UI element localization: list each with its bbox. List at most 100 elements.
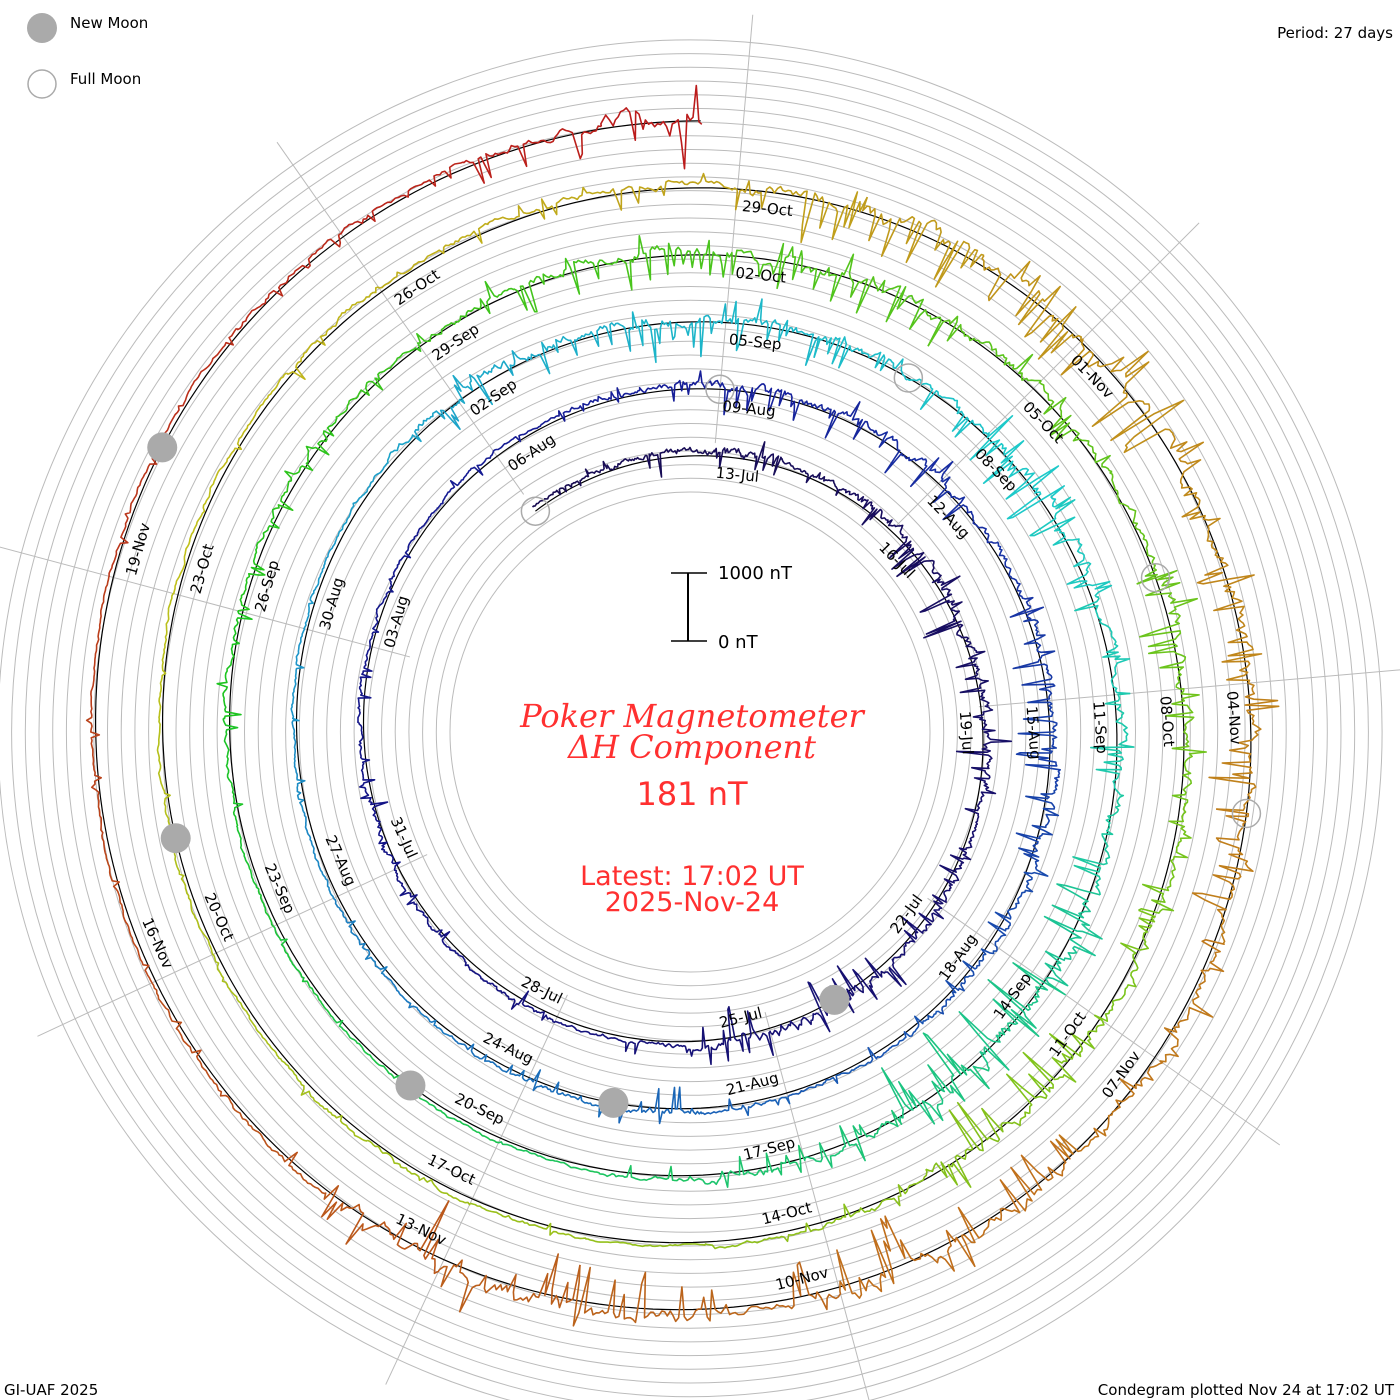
grid-circle xyxy=(202,244,1178,1220)
trace-day-segment xyxy=(803,1109,903,1168)
trace-day-segment xyxy=(539,322,632,375)
date-label: 07-Nov xyxy=(1098,1047,1144,1101)
trace-day-segment xyxy=(955,705,1013,777)
grid-circle xyxy=(230,272,1150,1192)
trace-day-segment xyxy=(939,945,998,1015)
trace-day-segment xyxy=(487,186,612,225)
grid-circle xyxy=(65,107,1315,1357)
trace-day-segment xyxy=(340,161,464,235)
full-moon-legend-label: Full Moon xyxy=(70,70,141,88)
grid-spoke xyxy=(385,994,568,1385)
trace-day-segment xyxy=(358,722,376,800)
trace-day-segment xyxy=(889,524,942,580)
grid-circle xyxy=(381,423,999,1041)
grid-circle xyxy=(107,149,1273,1315)
trace-day-segment xyxy=(964,775,997,844)
trace-day-segment xyxy=(492,410,566,452)
new-moon-legend-label: New Moon xyxy=(70,14,148,32)
footer-credit: GI-UAF 2025 xyxy=(4,1381,98,1399)
trace-day-segment xyxy=(1015,701,1061,787)
grid-spoke xyxy=(714,14,754,444)
trace-day-segment xyxy=(841,253,942,347)
trace-day-segment xyxy=(1159,939,1225,1063)
trace-day-segment xyxy=(779,456,839,496)
trace-day-segment xyxy=(958,962,1066,1071)
trace-day-segment xyxy=(572,1264,708,1327)
trace-day-segment xyxy=(630,303,727,364)
date-label: 11-Sep xyxy=(1089,700,1111,754)
trace-day-segment xyxy=(836,1215,976,1299)
trace-day-segment xyxy=(386,402,461,464)
date-label: 02-Oct xyxy=(735,264,788,287)
trace-day-segment xyxy=(438,1253,581,1313)
footer-plotted: Condegram plotted Nov 24 at 17:02 UT xyxy=(1098,1381,1395,1399)
full-moon-marker xyxy=(1140,562,1171,593)
trace-day-segment xyxy=(1015,784,1060,870)
grid-circle xyxy=(38,80,1342,1384)
trace-day-segment xyxy=(792,399,876,440)
scale-top-label: 1000 nT xyxy=(718,563,793,584)
trace-day-segment xyxy=(303,540,337,630)
trace-day-segment xyxy=(1060,338,1185,454)
scale-bottom-label: 0 nT xyxy=(718,632,759,653)
trace-day-segment xyxy=(321,1185,450,1275)
grid-circle xyxy=(408,450,972,1014)
grid-circle xyxy=(257,299,1123,1165)
trace-day-segment xyxy=(598,1164,704,1182)
trace-day-segment xyxy=(104,852,153,984)
trace-day-segment xyxy=(416,280,515,345)
trace-day-segment xyxy=(1136,569,1198,690)
new-moon-marker xyxy=(598,1087,629,1118)
scale-bar: 1000 nT 0 nT xyxy=(671,563,793,653)
grid-spoke xyxy=(978,669,1400,708)
full-moon-marker xyxy=(705,374,735,405)
trace-day-segment xyxy=(881,1032,990,1125)
trace-day-segment xyxy=(600,84,703,170)
trace-day-segment xyxy=(156,716,173,840)
trace-day-segment xyxy=(85,714,106,853)
trace-day-segment xyxy=(731,242,843,302)
trace-day-segment xyxy=(624,1040,701,1057)
trace-day-segment xyxy=(1012,618,1056,704)
grid-circle xyxy=(189,231,1191,1233)
trace-day-segment xyxy=(620,235,733,291)
legend: New Moon Full Moon xyxy=(27,13,148,99)
trace-day-segment xyxy=(713,441,782,476)
date-label: 21-Aug xyxy=(724,1069,780,1100)
trace-day-segment xyxy=(212,953,280,1059)
date-label: 19-Jul xyxy=(956,710,977,755)
trace-day-segment xyxy=(1090,692,1135,796)
latest-time: Latest: 17:02 UT xyxy=(580,861,804,892)
trace-day-segment xyxy=(227,1096,327,1195)
trace-day-segment xyxy=(290,628,306,722)
new-moon-marker xyxy=(147,432,178,463)
trace-day-segment xyxy=(734,180,869,244)
trace-day-segment xyxy=(981,254,1082,360)
grid-circle xyxy=(435,477,945,987)
trace-day-segment xyxy=(235,232,342,331)
trace-day-segment xyxy=(822,1168,928,1229)
trace-day-segment xyxy=(157,327,238,448)
date-label: 05-Sep xyxy=(728,330,782,353)
grid-circle xyxy=(0,39,1383,1400)
trace-day-segment xyxy=(873,429,954,488)
grid-spoke xyxy=(37,854,428,1037)
grid-circle xyxy=(120,162,1260,1302)
trace-day-segment xyxy=(584,453,651,478)
grid-circle xyxy=(24,66,1356,1398)
trace-day-segment xyxy=(393,507,439,574)
trace-day-segment xyxy=(498,1141,600,1174)
trace-day-segment xyxy=(861,196,985,288)
traces xyxy=(85,84,1280,1327)
trace-day-segment xyxy=(462,125,602,184)
trace-day-segment xyxy=(151,982,229,1098)
trace-day-segment xyxy=(927,315,1042,382)
chart-title: Poker Magnetometer xyxy=(519,697,865,735)
moon-markers xyxy=(147,363,1262,1118)
date-label: 16-Nov xyxy=(138,915,177,972)
trace-day-segment xyxy=(1074,596,1131,695)
trace-day-segment xyxy=(274,417,338,511)
period-label: Period: 27 days xyxy=(1277,24,1393,42)
trace-day-segment xyxy=(235,825,275,928)
grid-circle xyxy=(79,121,1301,1343)
